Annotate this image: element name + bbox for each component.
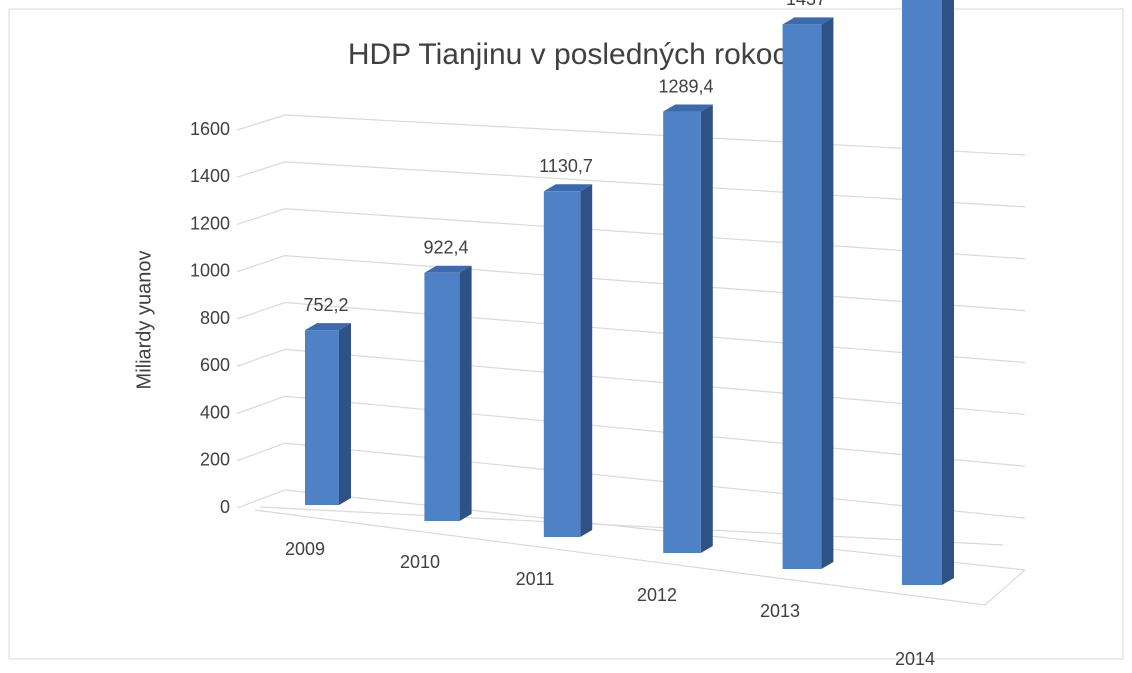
y-tick-label: 1200 <box>190 213 230 233</box>
data-label: 1130,7 <box>539 156 593 176</box>
data-label: 1437 <box>786 0 826 9</box>
bar <box>902 0 942 585</box>
x-tick-label: 2013 <box>760 601 800 621</box>
y-tick-label: 1600 <box>190 119 230 139</box>
x-tick-label: 2009 <box>285 539 325 559</box>
bar-top <box>424 265 472 273</box>
bar-side <box>339 323 351 505</box>
bar-side <box>942 0 954 585</box>
bar-side <box>459 265 472 521</box>
grid-line <box>236 161 1026 208</box>
y-tick-label: 400 <box>200 402 230 422</box>
x-tick-label: 2014 <box>895 649 935 668</box>
y-tick-label: 1000 <box>190 261 230 281</box>
x-tick-label: 2010 <box>400 552 440 572</box>
bar <box>543 191 581 538</box>
bar <box>424 272 460 521</box>
y-axis-label: Miliardy yuanov <box>133 251 155 390</box>
grid-line <box>236 114 1026 156</box>
bar <box>305 330 339 505</box>
bar <box>663 111 701 553</box>
y-tick-label: 0 <box>220 497 230 517</box>
data-label: 752,2 <box>303 295 348 315</box>
bar-top <box>305 323 351 331</box>
x-tick-label: 2012 <box>637 585 677 605</box>
bar-side <box>580 184 593 538</box>
y-tick-label: 1400 <box>190 166 230 186</box>
bar <box>782 24 822 569</box>
bar-top <box>782 17 834 25</box>
grid-line <box>236 255 1026 312</box>
y-tick-label: 600 <box>200 355 230 375</box>
grid-line <box>236 301 1026 364</box>
grid-line <box>236 489 1026 571</box>
y-tick-label: 200 <box>200 450 230 470</box>
bar-side <box>821 17 834 569</box>
data-label: 1289,4 <box>658 76 713 96</box>
data-label: 922,4 <box>423 238 468 258</box>
x-tick-label: 2011 <box>516 569 555 589</box>
bar-side <box>700 104 713 553</box>
bar-top <box>543 184 593 192</box>
chart-title: HDP Tianjinu v posledných rokoch <box>348 38 804 71</box>
floor-line <box>259 506 1004 546</box>
grid-line <box>236 348 1026 415</box>
y-tick-label: 800 <box>200 308 230 328</box>
grid-line <box>236 395 1026 467</box>
floor <box>254 509 1026 606</box>
grid-line <box>236 208 1026 260</box>
bar-top <box>663 104 713 112</box>
grid-line <box>236 442 1026 519</box>
